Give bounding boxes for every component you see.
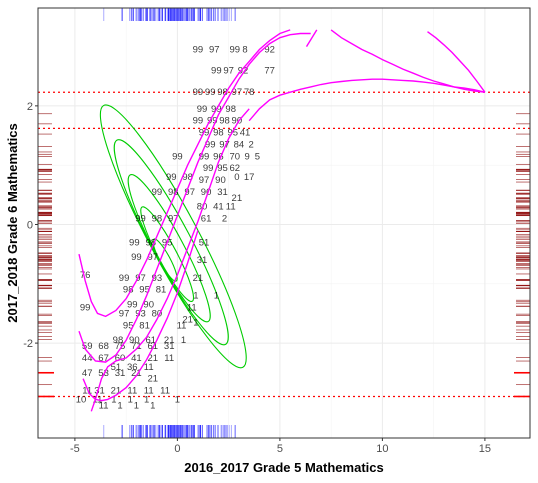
- x-tick-label: -5: [70, 443, 80, 455]
- x-tick-label: 5: [277, 443, 283, 455]
- point-label: 97: [209, 45, 220, 56]
- y-axis-title: 2017_2018 Grade 6 Mathematics: [5, 123, 20, 322]
- x-axis-title: 2016_2017 Grade 5 Mathematics: [184, 460, 383, 475]
- point-label: 98: [213, 128, 224, 139]
- point-label: 47: [82, 368, 93, 379]
- point-label: 1: [175, 394, 180, 405]
- point-label: 11: [164, 353, 174, 364]
- point-label: 77: [264, 65, 275, 76]
- point-label: 8: [242, 45, 247, 56]
- point-label: 9: [244, 151, 249, 162]
- point-label: 99: [80, 303, 91, 314]
- point-label: 71: [131, 341, 142, 352]
- point-label: 61: [201, 214, 212, 225]
- point-label: 1: [193, 317, 198, 328]
- x-tick-label: 15: [479, 443, 491, 455]
- point-label: 99: [131, 252, 142, 263]
- point-label: 98: [219, 116, 230, 127]
- point-label: 70: [230, 151, 241, 162]
- point-label: 99: [119, 273, 130, 284]
- point-label: 11: [177, 320, 187, 331]
- point-label: 11: [187, 303, 197, 314]
- point-label: 5: [255, 151, 260, 162]
- point-label: 99: [193, 45, 204, 56]
- y-axis-ticks: -2 0 2: [23, 101, 38, 350]
- point-label: 99: [166, 172, 177, 183]
- point-label: 99: [193, 116, 204, 127]
- point-label: 99: [203, 163, 214, 174]
- point-label: 84: [234, 139, 245, 150]
- point-label: 99: [172, 151, 183, 162]
- point-label: 95: [217, 163, 228, 174]
- point-label: 11: [144, 362, 154, 373]
- y-tick-label: -2: [23, 338, 33, 350]
- point-label: 99: [135, 214, 146, 225]
- point-label: 97: [223, 65, 234, 76]
- point-label: 97: [119, 308, 130, 319]
- point-label: 1: [214, 291, 219, 302]
- point-label: 99: [129, 237, 140, 248]
- point-label: 2: [249, 139, 254, 150]
- point-label: 80: [152, 308, 163, 319]
- point-label: 99: [193, 87, 204, 98]
- point-label: 1: [128, 394, 133, 405]
- point-label: 90: [215, 175, 226, 186]
- point-label: 11: [226, 202, 236, 213]
- point-label: 21: [148, 374, 159, 385]
- panel-background: [38, 8, 530, 438]
- point-label: 99: [211, 65, 222, 76]
- point-label: 2: [222, 214, 227, 225]
- point-label: 99: [230, 45, 241, 56]
- point-label: 31: [164, 341, 175, 352]
- point-label: 10: [76, 394, 87, 405]
- point-label: 31: [115, 368, 126, 379]
- point-label: 1: [144, 394, 149, 405]
- point-label: 1: [134, 400, 139, 411]
- y-tick-label: 2: [27, 101, 33, 113]
- point-label: 98: [152, 214, 163, 225]
- point-label: 41: [240, 128, 251, 139]
- point-label: 0: [234, 172, 239, 183]
- point-label: 31: [197, 255, 208, 266]
- point-label: 98: [225, 104, 236, 115]
- point-label: 97: [135, 273, 146, 284]
- point-label: 1: [150, 400, 155, 411]
- x-axis-ticks: -5 0 5 10 15: [70, 438, 491, 455]
- x-tick-label: 0: [174, 443, 180, 455]
- point-label: 99: [205, 87, 216, 98]
- point-label: 21: [193, 273, 204, 284]
- x-tick-label: 10: [376, 443, 388, 455]
- point-label: 11: [160, 386, 170, 397]
- point-label: 11: [99, 400, 109, 411]
- point-label: 99: [197, 104, 208, 115]
- point-label: 1: [193, 291, 198, 302]
- point-label: 99: [152, 187, 163, 198]
- point-label: 1: [117, 400, 122, 411]
- point-label: 51: [199, 237, 210, 248]
- point-label: 81: [156, 285, 167, 296]
- point-label: 68: [98, 341, 109, 352]
- point-label: 81: [139, 320, 150, 331]
- point-label: 78: [244, 87, 255, 98]
- point-label: 97: [199, 175, 210, 186]
- point-label: 31: [217, 187, 228, 198]
- y-tick-label: 0: [27, 219, 33, 231]
- point-label: 41: [213, 202, 224, 213]
- point-label: 1: [181, 335, 186, 346]
- point-label: 17: [244, 172, 255, 183]
